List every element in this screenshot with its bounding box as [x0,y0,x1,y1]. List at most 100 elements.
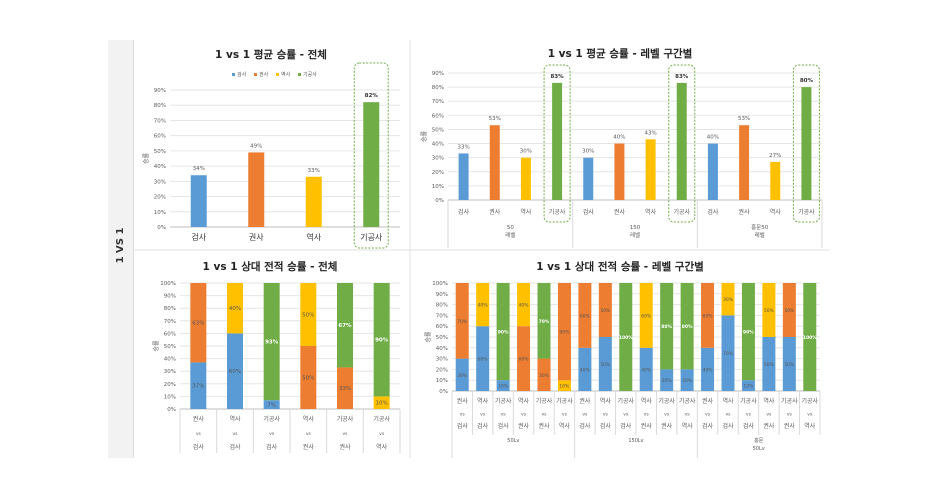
chart2-data-label: 40% [707,135,719,141]
chart4-category-label: 역사 [477,397,489,405]
chart4-category-label: 권사 [784,422,796,430]
chart1-category-label: 역사 [306,232,321,242]
chart3-category-label: 검사 [193,443,205,451]
chart3-category-label: 역사 [376,443,388,451]
legend-label: 검사 [237,71,247,78]
chart1-ytick: 20% [154,195,166,201]
chart3-category-label: 기공사 [263,415,280,423]
chart4-category-label: 기공사 [679,397,696,405]
chart1-title: 1 vs 1 평균 승률 - 전체 [215,48,327,61]
chart3-category-label: 권사 [193,415,205,423]
chart3-category-label: 기공사 [373,415,390,423]
chart3-data-label: 63% [192,321,204,327]
chart4-data-label: 30% [457,373,468,379]
chart2-data-label: 30% [520,149,532,155]
chart4-category-label: 역사 [682,422,694,430]
chart4-category-label: vs [664,413,670,418]
chart4-category-label: 검사 [477,422,489,430]
chart4-category-label: vs [807,413,813,418]
legend-marker [298,73,301,76]
chart4-bar-segment [578,283,592,348]
chart4-data-label: 50% [764,308,775,314]
chart2-data-label: 33% [457,144,469,150]
chart4-data-label: 50% [600,308,611,314]
chart4-category-label: vs [521,413,527,418]
chart3-ylabel: 승률 [153,340,160,352]
chart2-ytick: 30% [432,156,444,162]
chart4-data-label: 80% [661,324,672,330]
chart4-category-label: vs [705,413,711,418]
chart4-data-label: 60% [519,357,530,363]
chart4-category-label: 역사 [763,397,775,405]
chart4-data-label: 70% [457,319,468,325]
chart2-bar [552,82,563,200]
chart4-category-label: vs [644,413,650,418]
chart3-data-label: 93% [265,340,279,346]
highlight-box [543,64,571,223]
chart3-category-label: vs [196,432,202,437]
chart4-group-label: 150Lv [628,438,643,444]
chart1-ytick: 0% [157,225,166,231]
chart4-category-label: 역사 [518,397,530,405]
chart4-ytick: 100% [432,281,448,287]
chart1-ytick: 60% [154,134,166,140]
chart1-ylabel: 승률 [143,153,150,165]
chart4-data-label: 60% [641,313,652,319]
chart4-ytick: 40% [436,346,448,352]
chart4-category-label: vs [603,413,609,418]
chart2-category-label: 권사 [614,208,626,216]
chart4-ytick: 80% [436,303,448,309]
chart3-ytick: 60% [164,331,176,337]
chart3-data-label: 40% [229,306,241,312]
chart2-bar [676,82,687,200]
chart4-data-label: 30% [539,373,550,379]
chart4-category-label: 권사 [538,422,550,430]
chart2-category-label: 검사 [707,208,719,216]
chart1-data-label: 33% [308,168,320,174]
chart4-category-label: 권사 [763,422,775,430]
chart4-bar-segment [517,326,531,391]
chart2-bar [770,161,781,200]
chart3-category-label: 검사 [229,443,241,451]
chart4-ytick: 30% [436,357,448,363]
chart4-ytick: 50% [436,335,448,341]
chart4-category-label: 기공사 [536,397,553,405]
chart2-bar [614,143,625,200]
chart2-ytick: 50% [432,127,444,133]
chart4-bar-segment [701,347,715,391]
chart4-category-label: vs [480,413,486,418]
chart3-bar-segment [190,283,207,363]
chart3-category-label: vs [342,432,348,437]
chart3-bar-segment [263,400,280,409]
chart4-bar-segment [496,283,510,381]
chart3-bar-segment [300,346,317,409]
chart4-bar-segment [598,337,612,391]
chart4-data-label: 40% [641,367,652,373]
chart4-title: 1 vs 1 상대 전적 승률 - 레벨 구간별 [536,260,704,273]
chart3-ytick: 0% [167,407,176,413]
chart4-ylabel: 승률 [425,331,432,343]
chart4-bar-segment [680,283,694,370]
chart2-group-label: 레벨 [630,231,640,239]
chart3-data-label: 60% [229,369,241,375]
chart4-bar-segment [496,380,510,391]
chart1-data-label: 82% [365,93,379,99]
chart4-category-label: vs [787,413,793,418]
chart2-data-label: 43% [644,130,656,136]
legend-label: 역사 [281,71,291,78]
chart2-category-label: 권사 [739,208,751,216]
chart2-bar [489,125,500,200]
chart4-bar-segment [517,283,531,327]
chart2-group-label: 50 [507,225,514,231]
chart4-data-label: 50% [784,308,795,314]
chart2-category-label: 기공사 [798,208,815,216]
legend-marker [276,73,279,76]
chart3-data-label: 10% [376,401,388,407]
chart1-ytick: 40% [154,164,166,170]
chart4-category-label: vs [460,413,466,418]
chart4-data-label: 70% [723,351,734,357]
chart3-category-label: 검사 [266,443,278,451]
chart3-data-label: 90% [375,338,389,344]
chart4-bar-segment [578,347,592,391]
chart2-ytick: 20% [432,170,444,176]
